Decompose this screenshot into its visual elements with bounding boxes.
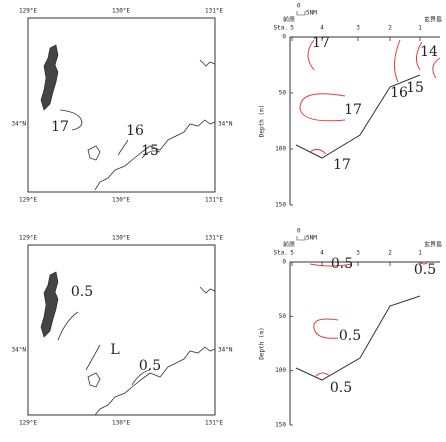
contour [57,311,79,341]
station-number: 1 [418,25,422,32]
lon-label: 131°E [205,8,223,15]
station-number: 2 [388,25,392,32]
lon-label: 130°E [112,8,130,15]
lon-label: 129°E [19,197,37,204]
contour-label: 17 [344,102,362,118]
contour [309,148,327,155]
place-label: 前原 [283,241,295,249]
section-panel: 0.5 0.5 0.5 0.5 0 5NM 前原 玄界島 Sta. 5 4 3 2 1 0 50 100… [259,228,443,429]
lon-label: 131°E [205,235,223,242]
station-number: 4 [320,25,324,32]
lon-label: 129°E [19,8,37,15]
contour-label: 0.5 [330,380,352,396]
place-label: 前原 [283,16,295,24]
station-number: 5 [290,250,294,257]
contour-label: 14 [420,44,438,60]
contour [416,41,423,71]
y-tick-label: 100 [275,367,286,374]
contour-label: 17 [51,119,69,135]
scale-label: 5NM [306,235,317,242]
lat-label: 34°N [218,347,233,354]
coastline [40,271,216,416]
station-label: Sta. [274,25,288,32]
y-tick-label: 150 [275,202,286,209]
y-axis-label: Depth (m) [259,105,266,138]
lon-label: 129°E [19,420,37,427]
station-number: 3 [356,250,360,257]
lat-label: 34°N [218,121,233,128]
lon-label: 129°E [19,235,37,242]
scale-label: 5NM [306,10,317,17]
station-number: 5 [290,25,294,32]
contour [299,93,346,122]
place-label: 玄界島 [424,16,442,24]
place-label: 玄界島 [424,241,442,249]
contour-label: 0.5 [139,358,161,374]
section-frame [289,36,440,205]
map-panel: 129°E 130°E 131°E 129°E 130°E 131°E 34°N… [12,8,233,204]
y-tick-label: 150 [275,422,286,429]
y-tick-label: 0 [282,34,286,41]
y-tick-label: 50 [279,313,287,320]
scale-label: 0 [297,3,301,10]
y-tick-label: 0 [282,259,286,266]
lon-label: 130°E [112,235,130,242]
scale-bar [296,11,306,16]
contour-label: 15 [406,80,424,96]
contour-label: 0.5 [331,256,353,272]
lat-label: 34°N [12,121,27,128]
map-frame [27,17,216,193]
contour-label: 16 [390,85,408,101]
map-panel: 129°E 130°E 131°E 129°E 130°E 131°E 34°N… [12,235,233,427]
contour [59,109,83,131]
contour [394,39,401,83]
scale-label: 0 [297,228,301,235]
lon-label: 131°E [205,420,223,427]
contour [131,369,151,386]
bottom-profile [295,74,421,159]
y-tick-label: 50 [279,90,287,97]
y-axis-label: Depth (m) [259,327,266,360]
contour [117,139,129,156]
station-number: 2 [388,250,392,257]
station-label: Sta. [274,250,288,257]
scale-bar [296,236,306,241]
contour [307,39,315,71]
station-number: 4 [320,250,324,257]
section-frame [289,261,440,425]
contour-label: 17 [312,35,330,51]
contour-label: 0.5 [414,262,436,278]
contour [309,263,353,267]
contour [419,261,429,265]
contour-label: 17 [333,157,351,173]
contour [141,150,161,159]
station-number: 1 [418,250,422,257]
contour [315,372,331,377]
contour [432,57,441,79]
lat-label: 34°N [12,347,27,354]
y-tick-label: 100 [275,146,286,153]
section-panel: 17 14 17 16 15 17 0 5NM 前原 玄界島 Sta. 5 4 3 2 1 0 50 1… [259,3,443,209]
map-frame [27,244,216,416]
contour-label: 0.5 [71,284,93,300]
bottom-profile [295,295,421,381]
lon-label: 131°E [205,197,223,204]
station-number: 3 [356,25,360,32]
contour-label: L [110,342,119,358]
lon-label: 130°E [112,420,130,427]
contour [85,344,101,371]
lon-label: 130°E [112,197,130,204]
contour-label: 15 [141,143,159,159]
contour [313,318,339,339]
coastline [40,44,216,191]
contour-label: 0.5 [339,328,361,344]
contour-label: 16 [126,123,144,139]
